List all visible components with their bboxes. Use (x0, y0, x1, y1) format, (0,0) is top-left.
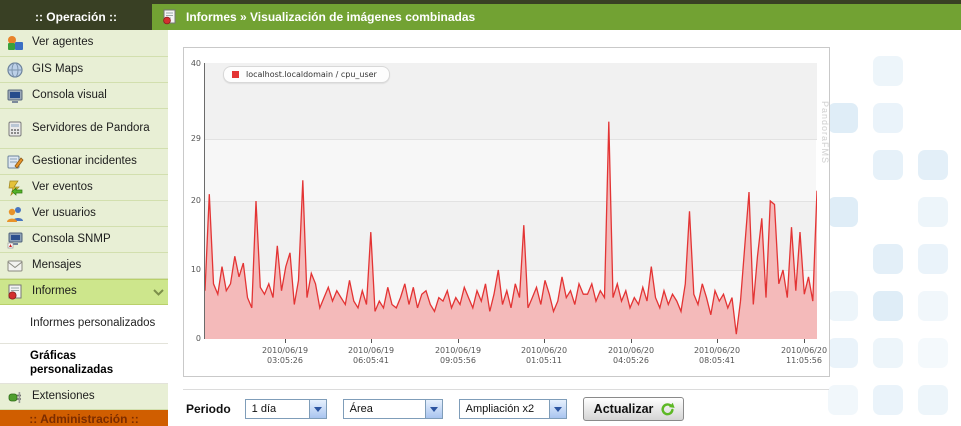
sidebar-item-label: Consola visual (32, 88, 107, 101)
plug-icon (8, 391, 21, 403)
server-icon (8, 121, 22, 136)
y-tick-label: 0 (195, 334, 201, 343)
agents-icon (8, 36, 23, 50)
graph-controls: Periodo 1 día Área Ampliación x2 Actuali… (186, 395, 886, 423)
report-icon (8, 284, 22, 300)
select-arrow-icon[interactable] (548, 400, 566, 418)
administration-section-header[interactable]: :: Administración :: (0, 410, 168, 426)
sidebar-item-label: Informes (32, 285, 77, 298)
sidebar-item-gestionar-incidentes[interactable]: Gestionar incidentes (0, 149, 168, 175)
users-icon (7, 206, 23, 222)
sidebar-item-label: Consola SNMP (32, 232, 111, 245)
graph-type-select[interactable]: Área (342, 399, 443, 419)
sidebar-item-label: Ver eventos (32, 180, 93, 193)
x-tick-label: 2010/06/19 03:05:26 (261, 346, 309, 365)
sidebar-item-ver-usuarios[interactable]: Ver usuarios (0, 201, 168, 227)
content-area: 40 29 20 10 0 2010/06/19 03:05:26 2010/06… (168, 30, 961, 426)
sidebar-item-informes[interactable]: Informes (0, 279, 168, 305)
chart-card: 40 29 20 10 0 2010/06/19 03:05:26 2010/06… (183, 47, 830, 377)
chart-legend: localhost.localdomain / cpu_user (223, 66, 390, 83)
sidebar-item-label: Gráficas personalizadas (30, 349, 114, 376)
sidebar-item-label: Gestionar incidentes (32, 154, 137, 167)
watermark: PandoraFMS (820, 101, 830, 165)
y-tick-label: 20 (190, 196, 201, 205)
legend-swatch (232, 71, 239, 78)
select-arrow-icon[interactable] (308, 400, 326, 418)
globe-icon (7, 61, 23, 78)
x-tick-label: 2010/06/20 01:05:11 (520, 346, 568, 365)
sidebar-item-label: Ver agentes (32, 36, 94, 49)
background-mosaic (828, 36, 961, 426)
sidebar-item-servidores[interactable]: Servidores de Pandora (0, 109, 168, 149)
series-line (205, 121, 817, 335)
events-icon (8, 180, 23, 196)
x-tick-label: 2010/06/19 06:05:41 (347, 346, 395, 365)
chevron-down-icon (153, 289, 164, 296)
refresh-button[interactable]: Actualizar (582, 397, 685, 421)
sidebar-item-label: GIS Maps (32, 62, 84, 75)
sidebar-item-extensiones[interactable]: Extensiones (0, 384, 168, 410)
operation-section-header: :: Operación :: (0, 4, 152, 30)
period-label: Periodo (186, 402, 231, 416)
x-tick-label: 2010/06/20 08:05:41 (693, 346, 741, 365)
y-tick-label: 10 (190, 265, 201, 274)
zoom-select[interactable]: Ampliación x2 (458, 399, 567, 419)
area-fill (205, 121, 817, 339)
refresh-icon (661, 402, 676, 415)
report-icon (163, 9, 176, 25)
sidebar-item-informes-personalizados[interactable]: Informes personalizados (0, 305, 168, 344)
x-tick-label: 2010/06/20 04:05:26 (607, 346, 655, 365)
incident-icon (7, 155, 24, 169)
sidebar-item-mensajes[interactable]: Mensajes (0, 253, 168, 279)
sidebar-item-label: Mensajes (32, 258, 82, 271)
sidebar-item-consola-snmp[interactable]: Consola SNMP (0, 227, 168, 253)
sidebar-item-label: Servidores de Pandora (32, 121, 150, 134)
sidebar-item-consola-visual[interactable]: Consola visual (0, 83, 168, 109)
sidebar-item-ver-eventos[interactable]: Ver eventos (0, 175, 168, 201)
page-title: Informes » Visualización de imágenes com… (186, 10, 476, 24)
sidebar-item-label: Extensiones (32, 389, 95, 402)
x-tick-label: 2010/06/20 11:05:56 (780, 346, 828, 365)
y-tick-label: 29 (190, 134, 201, 143)
snmp-icon (7, 232, 23, 248)
divider (183, 389, 829, 390)
sidebar-item-gis-maps[interactable]: GIS Maps (0, 57, 168, 83)
sidebar: Ver agentes GIS Maps Consola visual (0, 30, 168, 426)
monitor-icon (7, 89, 23, 103)
page-header: Informes » Visualización de imágenes com… (152, 4, 961, 30)
select-arrow-icon[interactable] (424, 400, 442, 418)
top-strip (0, 0, 961, 4)
chart-plot: 40 29 20 10 0 2010/06/19 03:05:26 2010/06… (191, 59, 827, 365)
sidebar-item-label: Ver usuarios (32, 206, 96, 219)
period-select[interactable]: 1 día (244, 399, 327, 419)
series-svg (205, 121, 817, 339)
envelope-icon (7, 260, 23, 271)
sidebar-item-graficas-personalizadas[interactable]: Gráficas personalizadas (0, 344, 168, 384)
sidebar-item-label: Informes personalizados (30, 317, 156, 330)
sidebar-item-ver-agentes[interactable]: Ver agentes (0, 30, 168, 57)
x-tick-label: 2010/06/19 09:05:56 (434, 346, 482, 365)
y-tick-label: 40 (190, 59, 201, 68)
legend-label: localhost.localdomain / cpu_user (246, 70, 377, 79)
